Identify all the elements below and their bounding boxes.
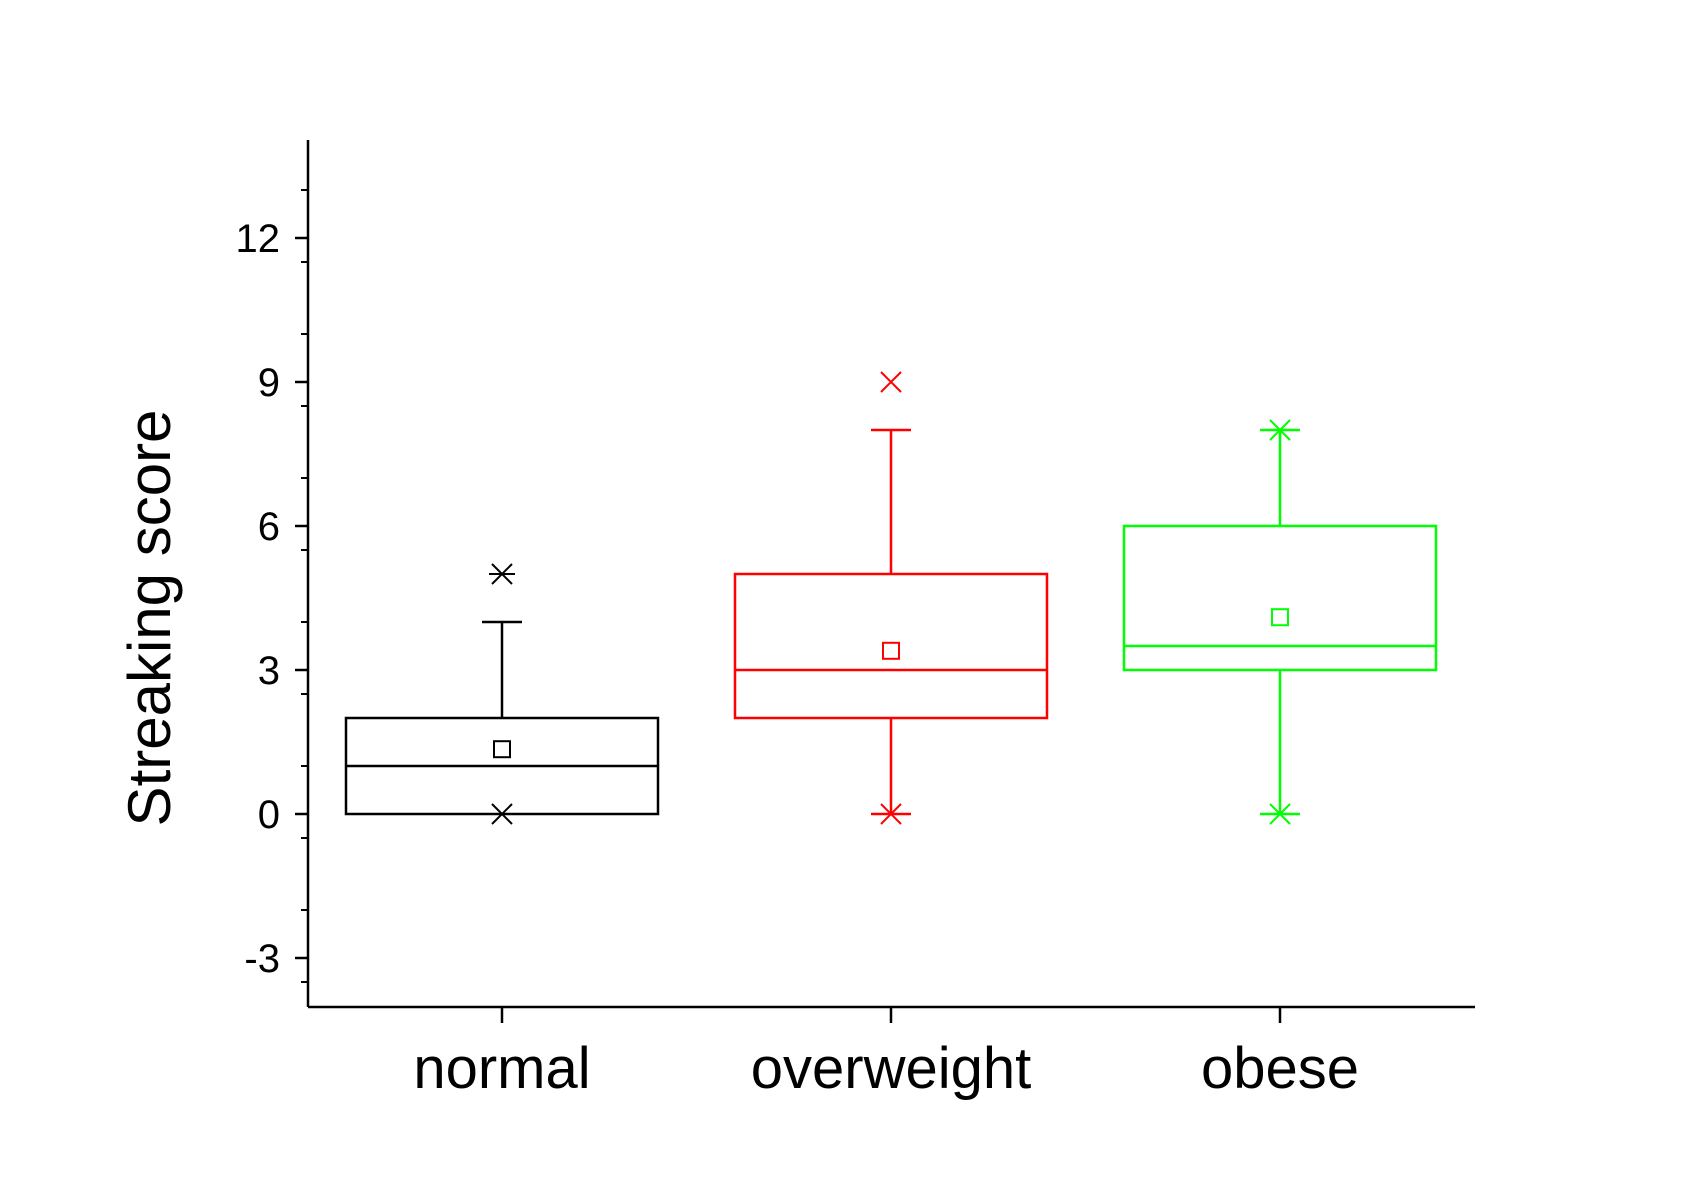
y-tick-label: 9 (258, 361, 280, 405)
box-overweight (733, 572, 1049, 720)
mean-marker (882, 641, 900, 660)
y-tick-label: 3 (258, 649, 280, 693)
x-category-label: obese (1201, 1036, 1359, 1101)
y-tick-label: 6 (258, 505, 280, 549)
y-tick-label: 12 (236, 217, 281, 261)
x-category-label: overweight (751, 1036, 1031, 1101)
mean-marker (493, 740, 511, 759)
y-tick-label: 0 (258, 793, 280, 837)
y-tick-label: -3 (244, 937, 280, 981)
mean-marker (1271, 608, 1289, 627)
box-obese (1122, 524, 1438, 672)
x-category-label: normal (413, 1036, 590, 1101)
y-axis-title: Streaking score (116, 410, 183, 827)
axes: -3 0 3 6 9 12 normal overweight obese (236, 140, 1475, 1101)
outlier-marker (880, 371, 902, 393)
plot-area (344, 371, 1438, 825)
